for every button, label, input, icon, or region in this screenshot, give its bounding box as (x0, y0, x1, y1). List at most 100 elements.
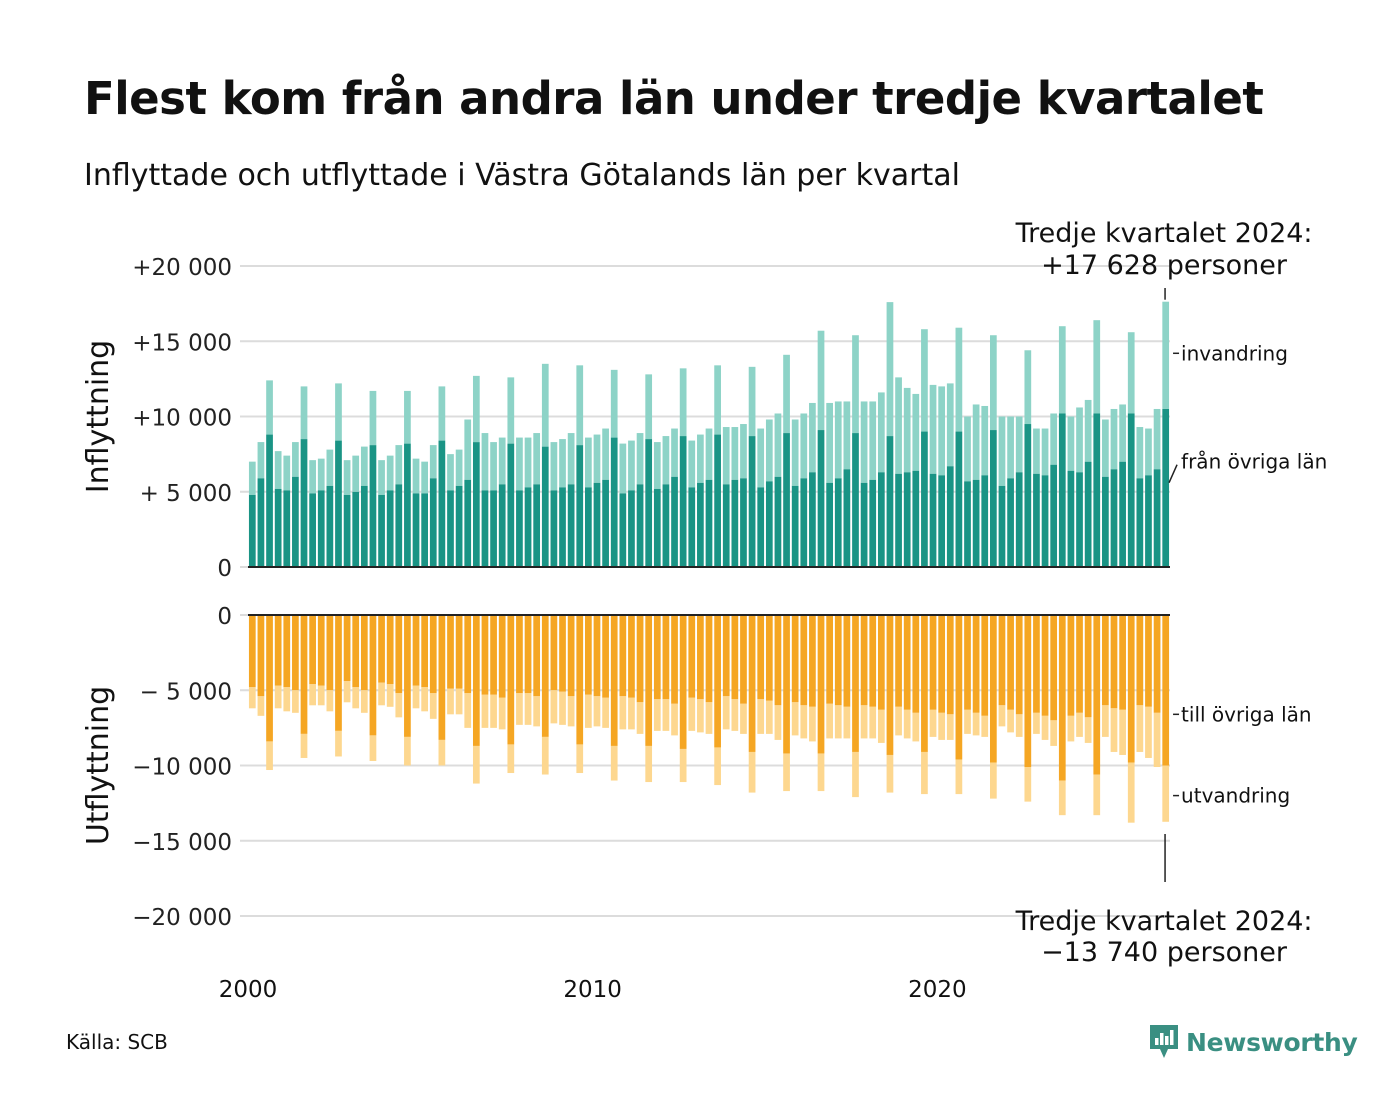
bar-segment-immigration (955, 327, 963, 432)
bar-segment-out-domestic (852, 615, 859, 752)
bar-segment-immigration (524, 437, 532, 488)
bar-segment-out-domestic (524, 615, 532, 694)
bar-segment-immigration (498, 437, 506, 485)
bar-segment-emigration (1162, 765, 1170, 822)
bar-segment-out-domestic (266, 615, 273, 742)
bar-segment-in-domestic (524, 487, 532, 567)
bar-segment-immigration (335, 383, 342, 441)
bar-segment-emigration (705, 702, 713, 734)
y-tick-label: 0 (217, 604, 232, 630)
bar-segment-emigration (266, 741, 273, 771)
bar-segment-immigration (404, 390, 411, 444)
bar-segment-out-domestic (740, 615, 747, 704)
bar-segment-in-domestic (1119, 461, 1126, 567)
bar-segment-emigration (395, 693, 403, 718)
bar-segment-out-domestic (1033, 615, 1040, 713)
bar-segment-out-domestic (1127, 615, 1135, 763)
bar-segment-emigration (903, 709, 911, 739)
bar-segment-immigration (774, 413, 782, 477)
bar-segment-in-domestic (697, 482, 704, 567)
bar-segment-out-domestic (645, 615, 653, 746)
bar-segment-immigration (645, 374, 653, 440)
bar-segment-out-domestic (1110, 615, 1118, 709)
bar-segment-emigration (438, 739, 446, 766)
bar-segment-emigration (1041, 715, 1049, 740)
bar-segment-emigration (343, 681, 351, 703)
bar-segment-immigration (585, 437, 592, 488)
bar-segment-in-domestic (559, 487, 566, 567)
bar-segment-emigration (972, 712, 980, 736)
bar-segment-out-domestic (619, 615, 627, 697)
bar-segment-emigration (533, 696, 541, 727)
bar-segment-out-domestic (464, 615, 472, 694)
bar-segment-in-domestic (1127, 413, 1135, 567)
bar-segment-emigration (447, 688, 454, 715)
x-tick-label: 2000 (219, 977, 278, 1003)
bar-segment-in-domestic (748, 436, 756, 567)
bar-segment-emigration (292, 690, 299, 713)
bar-segment-in-domestic (783, 433, 790, 567)
bar-segment-out-domestic (309, 615, 316, 685)
bar-segment-emigration (946, 714, 954, 740)
y-tick-label: −20 000 (132, 905, 232, 931)
bar-segment-out-domestic (576, 615, 584, 745)
bar-segment-in-domestic (317, 490, 325, 567)
bar-segment-immigration (809, 402, 816, 473)
bar-segment-in-domestic (257, 478, 265, 567)
bar-segment-immigration (946, 383, 954, 467)
annotation-line-2: +17 628 personer (1041, 250, 1288, 281)
bar-segment-immigration (938, 386, 946, 476)
bar-segment-immigration (516, 437, 523, 491)
bar-segment-immigration (843, 401, 851, 470)
bar-segment-in-domestic (1093, 413, 1101, 567)
bar-segment-in-domestic (576, 445, 584, 567)
bar-segment-in-domestic (998, 485, 1006, 567)
bar-segment-out-domestic (1102, 615, 1109, 706)
bar-segment-emigration (653, 699, 661, 731)
bar-segment-out-domestic (877, 615, 885, 710)
bar-segment-immigration (731, 427, 739, 480)
bar-segment-in-domestic (1153, 469, 1161, 567)
bar-segment-emigration (714, 747, 721, 786)
bar-segment-in-domestic (1033, 473, 1040, 567)
bar-segment-in-domestic (455, 485, 463, 567)
bar-segment-out-domestic (352, 615, 360, 688)
bar-segment-in-domestic (722, 484, 730, 567)
bar-segment-out-domestic (938, 615, 946, 713)
bar-segment-emigration (1136, 705, 1144, 752)
bar-segment-immigration (834, 401, 842, 479)
bar-segment-out-domestic (1007, 615, 1014, 710)
bar-segment-out-domestic (903, 615, 911, 710)
bar-segment-in-domestic (877, 472, 885, 567)
bar-segment-emigration (774, 705, 782, 740)
bar-segment-immigration (688, 440, 696, 488)
bar-segment-out-domestic (386, 615, 394, 685)
annotation-line-1: Tredje kvartalet 2024: (1015, 906, 1313, 937)
bar-segment-immigration (1119, 404, 1126, 462)
bar-segment-in-domestic (335, 440, 342, 567)
bar-segment-emigration (964, 709, 971, 734)
bar-segment-emigration (1067, 715, 1075, 742)
bar-segment-out-domestic (834, 615, 842, 706)
bar-segment-emigration (386, 684, 394, 707)
bar-segment-in-domestic (498, 484, 506, 567)
bar-segment-out-domestic (490, 615, 497, 695)
legend-label-out-domestic: till övriga län (1181, 702, 1312, 726)
bar-segment-immigration (895, 377, 902, 474)
bar-segment-immigration (1076, 407, 1083, 473)
bar-segment-out-domestic (688, 615, 696, 698)
bar-segment-in-domestic (507, 443, 515, 567)
bar-segment-emigration (593, 696, 601, 727)
bar-segment-in-domestic (1007, 478, 1014, 567)
bar-segment-in-domestic (585, 487, 592, 567)
bar-segment-out-domestic (335, 615, 342, 731)
bar-segment-emigration (472, 745, 480, 784)
bar-segment-in-domestic (292, 476, 299, 567)
bar-segment-immigration (1136, 427, 1144, 479)
bar-segment-immigration (972, 404, 980, 480)
bar-segment-in-domestic (490, 490, 497, 567)
bar-segment-immigration (964, 416, 971, 482)
y-tick-label: −10 000 (132, 755, 232, 781)
bar-segment-immigration (679, 368, 687, 437)
bar-segment-immigration (602, 428, 609, 480)
